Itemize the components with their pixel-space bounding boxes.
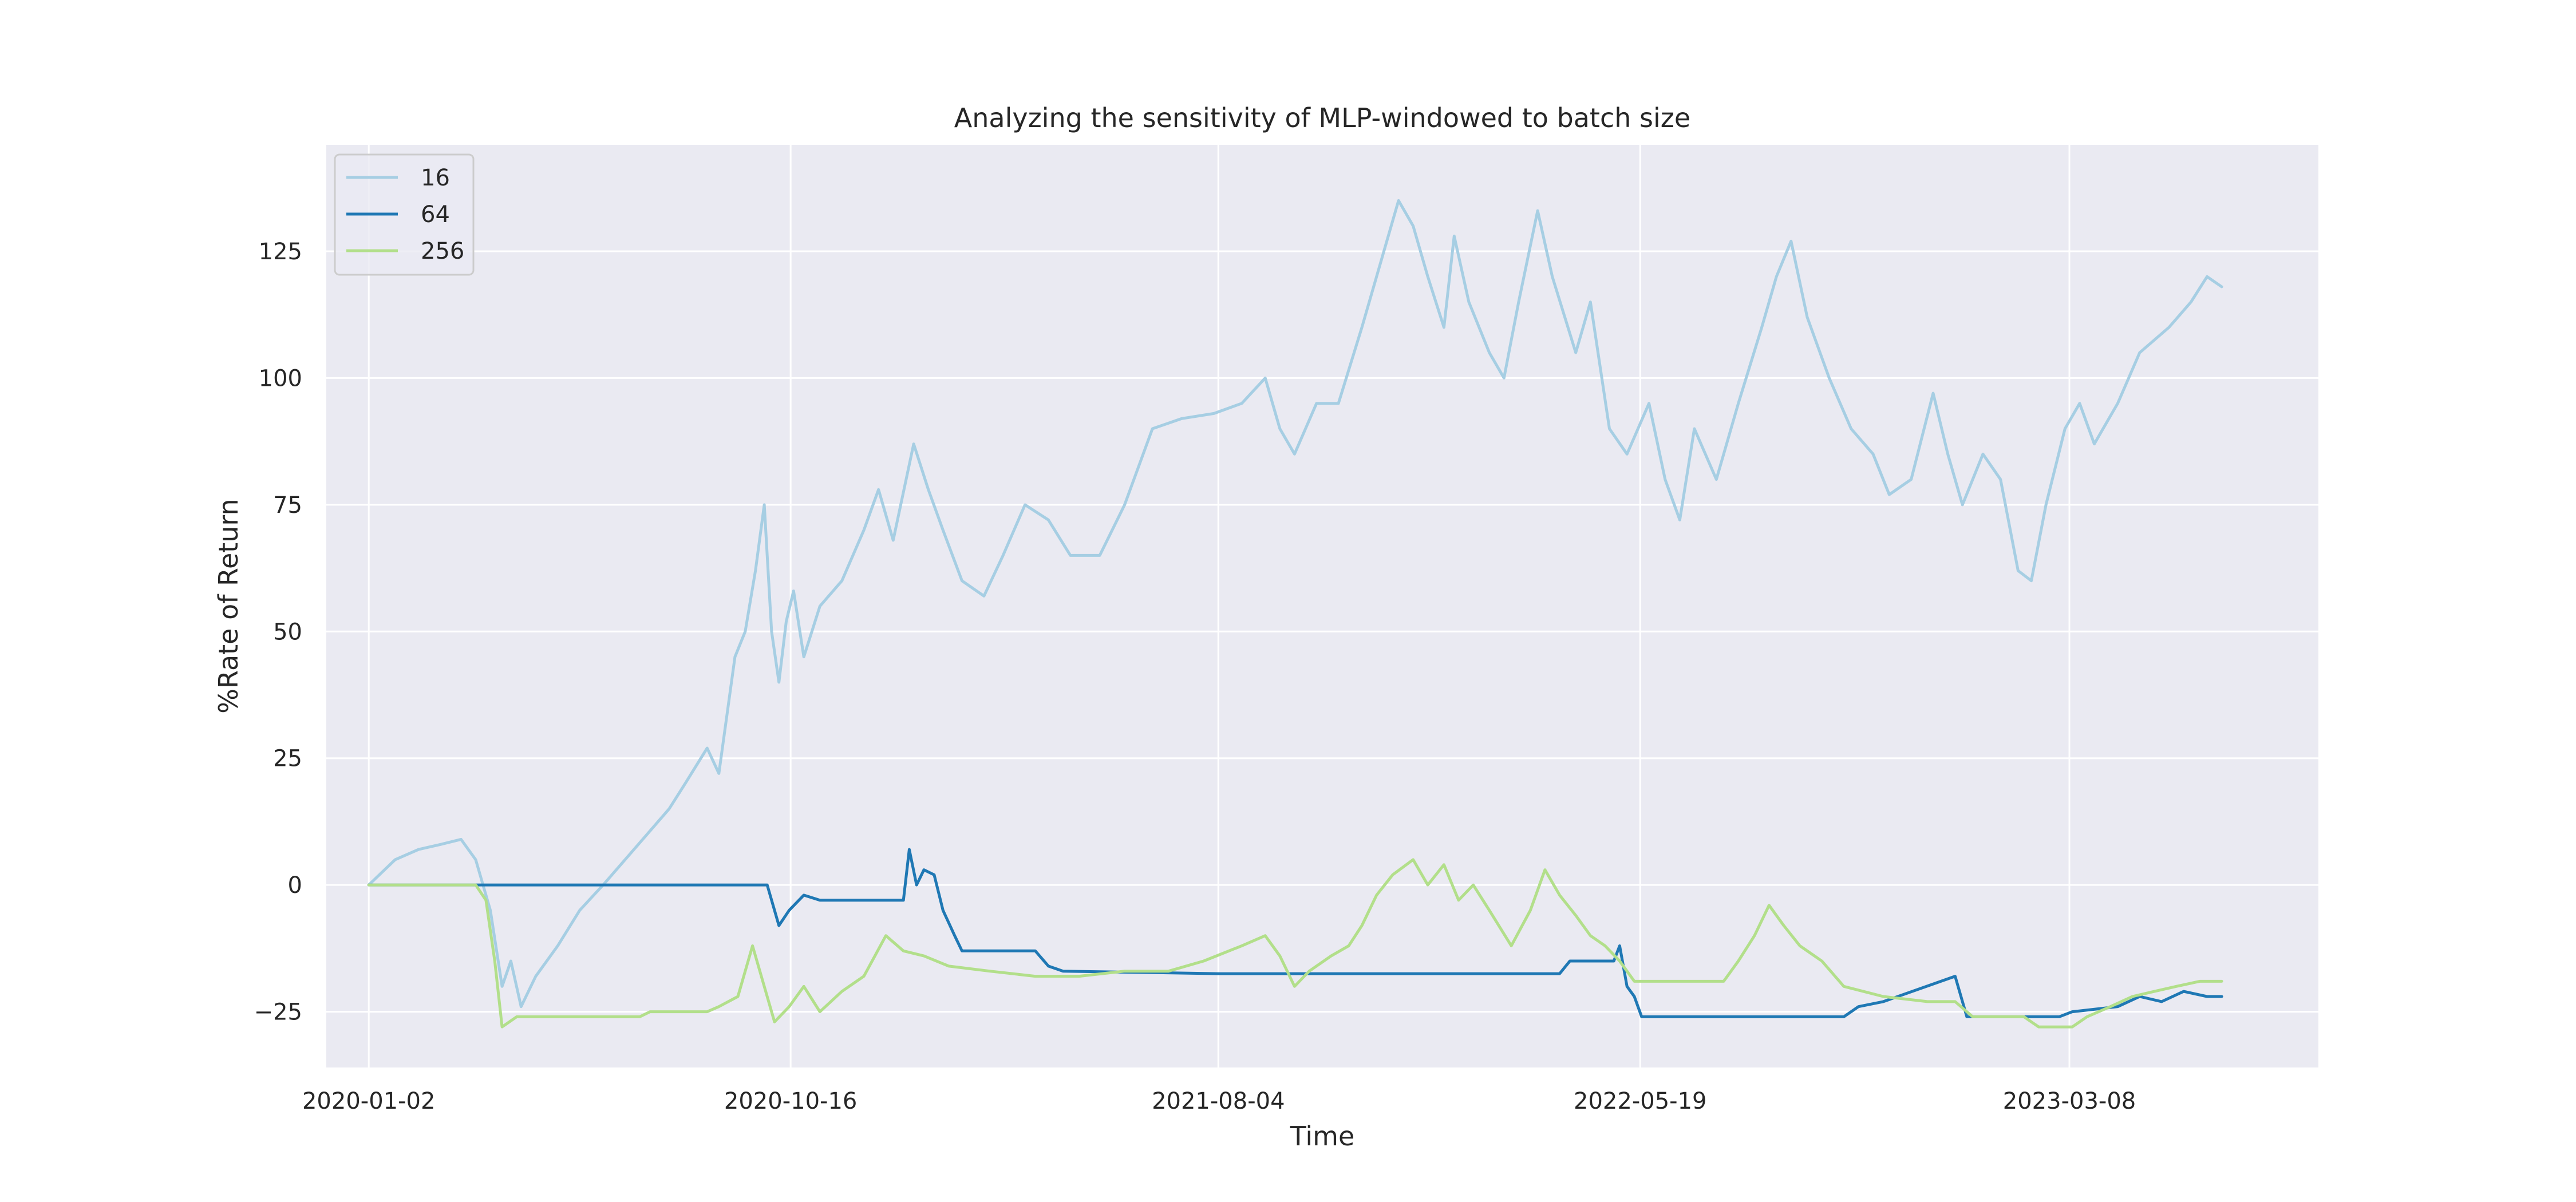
y-tick-label: 75 [273,492,302,519]
legend-box [334,153,475,276]
y-tick-label: −25 [254,999,302,1026]
x-tick-label: 2021-08-04 [1152,1088,1285,1114]
legend-label-64: 64 [421,201,450,228]
y-tick-label: 25 [273,746,302,772]
chart-title: Analyzing the sensitivity of MLP-windowe… [954,102,1690,133]
y-axis-title: %Rate of Return [213,499,244,713]
series-layer [367,199,2223,1029]
x-tick-label: 2020-10-16 [724,1088,857,1114]
plot-area [326,145,2318,1067]
x-tick-label: 2023-03-08 [2003,1088,2136,1114]
x-axis-title: Time [1290,1121,1355,1152]
series-line-64 [367,848,2223,1018]
series-line-256 [367,858,2223,1029]
y-tick-label: 0 [288,872,302,899]
x-tick-label: 2022-05-19 [1574,1088,1706,1114]
y-tick-label: 50 [273,619,302,645]
legend: 16 64 256 [334,153,475,276]
series-line-16 [367,199,2223,1009]
x-tick-label: 2020-01-02 [302,1088,435,1114]
legend-label-16: 16 [421,165,450,191]
y-tick-label: 100 [259,365,302,392]
legend-label-256: 256 [421,238,464,264]
ticks-layer: −25 0 25 50 75 100 125 2020-01-02 2020-10-16 2021… [254,239,2136,1114]
y-tick-label: 125 [259,239,302,265]
